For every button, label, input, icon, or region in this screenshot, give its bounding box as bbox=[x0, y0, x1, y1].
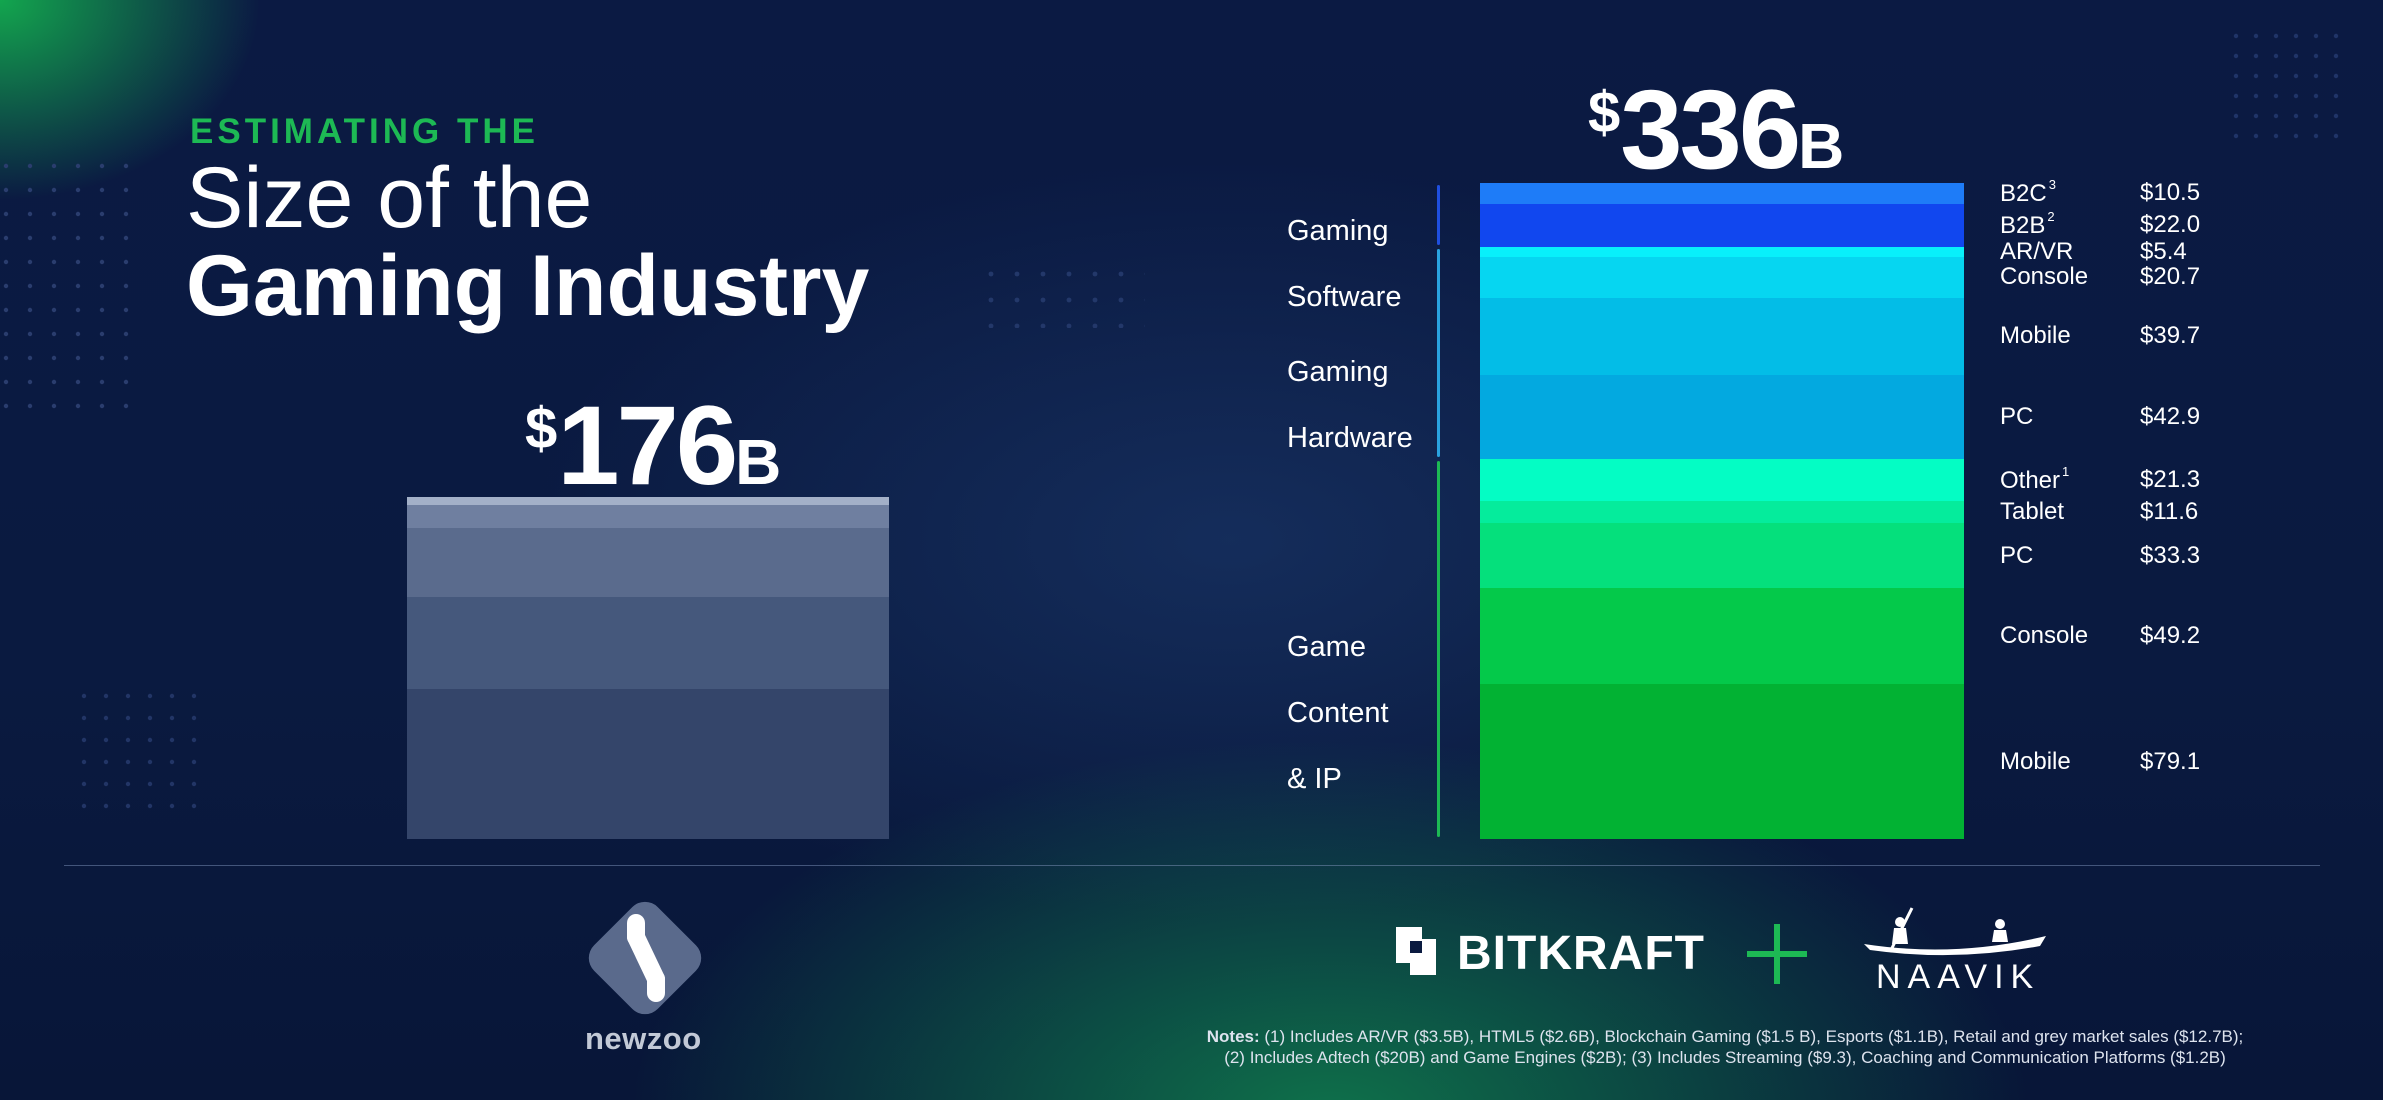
segment-label: B2C 3 bbox=[2000, 177, 2056, 208]
group-label-software: Gaming Software bbox=[1287, 182, 1401, 347]
segment-label-footnote-mark: 3 bbox=[2048, 177, 2056, 193]
segment-value: $49.2 bbox=[2140, 622, 2201, 650]
segment-value: $22.0 bbox=[2140, 211, 2201, 238]
dot-pattern-mid bbox=[985, 268, 1145, 328]
footnotes-text-1: (1) Includes AR/VR ($3.5B), HTML5 ($2.6B… bbox=[1264, 1027, 2244, 1046]
stack-right-segment-pc bbox=[1480, 523, 1964, 589]
segment-value: $21.3 bbox=[2140, 465, 2201, 493]
total-right-value: 336 bbox=[1620, 67, 1801, 192]
stack-right-segment-pc bbox=[1480, 375, 1964, 460]
footnotes-line-1: Notes: (1) Includes AR/VR ($3.5B), HTML5… bbox=[1205, 1026, 2245, 1047]
segment-value: $39.7 bbox=[2140, 322, 2201, 350]
stack-right-segment-tablet bbox=[1480, 500, 1964, 524]
stack-right-segment-b2c bbox=[1480, 183, 1964, 205]
stack-right-segment-other bbox=[1480, 458, 1964, 502]
footnotes: Notes: (1) Includes AR/VR ($3.5B), HTML5… bbox=[1205, 1026, 2245, 1068]
segment-label-footnote-mark: 2 bbox=[2047, 209, 2055, 224]
segment-value: $33.3 bbox=[2140, 541, 2201, 569]
segment-value: $42.9 bbox=[2140, 403, 2201, 430]
stack-right-segment-b2b bbox=[1480, 203, 1964, 247]
dot-pattern-bottom-left bbox=[78, 690, 198, 810]
dot-pattern-left bbox=[0, 160, 140, 420]
group-label-content-line-2: Content bbox=[1287, 697, 1389, 729]
footnotes-label: Notes: bbox=[1206, 1027, 1260, 1046]
stack-right-segment-ar-vr bbox=[1480, 246, 1964, 258]
stack-right-segment-console bbox=[1480, 257, 1964, 298]
segment-value: $20.7 bbox=[2140, 263, 2201, 291]
segment-label: Other 1 bbox=[2000, 463, 2070, 494]
title-line-1: Size of the bbox=[186, 150, 593, 246]
stack-left-segment bbox=[407, 504, 889, 529]
total-left-unit: B bbox=[735, 426, 782, 498]
naavik-boat-icon bbox=[1864, 907, 2046, 956]
segment-label: B2B 2 bbox=[2000, 209, 2055, 239]
stack-right-segment-mobile bbox=[1480, 684, 1964, 840]
total-right-currency: $ bbox=[1588, 80, 1621, 145]
segment-label: Console bbox=[2000, 622, 2089, 650]
footnotes-line-2: (2) Includes Adtech ($20B) and Game Engi… bbox=[1224, 1048, 2226, 1067]
total-right-unit: B bbox=[1798, 110, 1845, 182]
dot-pattern-top-right bbox=[2230, 30, 2350, 140]
bitkraft-logo-icon bbox=[1396, 927, 1436, 975]
stack-left-segment bbox=[407, 688, 889, 839]
newzoo-wordmark: newzoo bbox=[585, 1021, 702, 1056]
footer-divider bbox=[64, 865, 2320, 866]
total-left-value: 176 bbox=[557, 383, 738, 508]
total-right: $336B bbox=[1588, 74, 1844, 186]
segment-label: PC bbox=[2000, 403, 2034, 430]
total-left-currency: $ bbox=[525, 396, 558, 461]
group-bracket-hardware bbox=[1437, 248, 1440, 457]
group-label-software-line-2: Software bbox=[1287, 281, 1402, 313]
newzoo-logo-icon bbox=[588, 901, 702, 1015]
stack-bar-left bbox=[407, 496, 889, 839]
plus-icon bbox=[1747, 924, 1807, 984]
group-label-content: Game Content & IP bbox=[1287, 598, 1389, 829]
total-left: $176B bbox=[525, 390, 781, 502]
stack-left-segment bbox=[407, 527, 889, 598]
group-label-hardware-line-1: Gaming bbox=[1287, 356, 1389, 388]
segment-value: $10.5 bbox=[2140, 179, 2201, 207]
segment-label: Console bbox=[2000, 263, 2089, 291]
group-bracket-software bbox=[1437, 185, 1440, 245]
segment-label: PC bbox=[2000, 541, 2034, 569]
segment-label: Mobile bbox=[2000, 747, 2071, 775]
segment-value: $79.1 bbox=[2140, 747, 2201, 775]
segment-value: $5.4 bbox=[2140, 237, 2187, 265]
naavik-wordmark: NAAVIK bbox=[1876, 958, 2041, 996]
stack-right-segment-mobile bbox=[1480, 297, 1964, 376]
segment-label-footnote-mark: 1 bbox=[2062, 463, 2070, 479]
group-bracket-content bbox=[1437, 460, 1440, 837]
stack-left-segment bbox=[407, 596, 889, 689]
group-label-content-line-1: Game bbox=[1287, 631, 1366, 663]
stack-bar-right bbox=[1480, 183, 1964, 840]
segment-label: Tablet bbox=[2000, 497, 2065, 525]
group-label-hardware-line-2: Hardware bbox=[1287, 422, 1413, 454]
title-kicker: ESTIMATING THE bbox=[190, 112, 539, 151]
segment-label: Mobile bbox=[2000, 322, 2071, 350]
segment-label: AR/VR bbox=[2000, 237, 2074, 265]
stack-left-segment bbox=[407, 496, 889, 506]
group-label-hardware: Gaming Hardware bbox=[1287, 323, 1413, 488]
segment-value: $11.6 bbox=[2140, 497, 2199, 525]
stack-right-segment-console bbox=[1480, 588, 1964, 685]
bitkraft-wordmark: BITKRAFT bbox=[1457, 927, 1705, 980]
group-label-content-line-3: & IP bbox=[1287, 763, 1342, 795]
group-label-software-line-1: Gaming bbox=[1287, 215, 1389, 247]
title-line-2: Gaming Industry bbox=[186, 238, 870, 334]
